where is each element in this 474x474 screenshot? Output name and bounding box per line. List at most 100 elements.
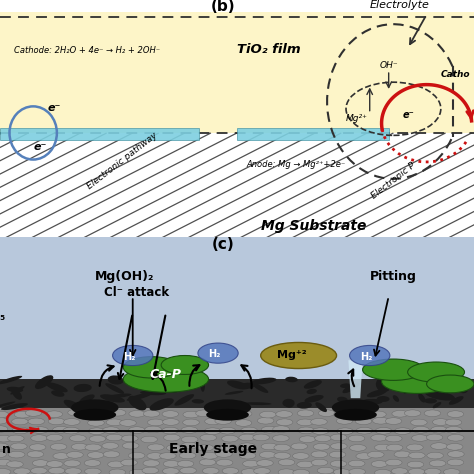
Bar xyxy=(0,379,474,408)
Ellipse shape xyxy=(201,445,218,451)
Ellipse shape xyxy=(390,411,406,418)
Ellipse shape xyxy=(26,435,43,441)
Text: Cl⁻ attack: Cl⁻ attack xyxy=(104,286,169,299)
Ellipse shape xyxy=(424,398,437,403)
Ellipse shape xyxy=(129,451,146,457)
Ellipse shape xyxy=(26,419,43,426)
Bar xyxy=(0,128,199,140)
Ellipse shape xyxy=(51,460,68,467)
Ellipse shape xyxy=(310,460,326,467)
Ellipse shape xyxy=(146,468,163,474)
Ellipse shape xyxy=(382,370,453,393)
Text: Mg²⁺: Mg²⁺ xyxy=(346,114,368,123)
Ellipse shape xyxy=(304,395,324,402)
Ellipse shape xyxy=(334,411,351,418)
Ellipse shape xyxy=(304,380,322,389)
Ellipse shape xyxy=(141,428,158,434)
Text: Mg(OH)₂: Mg(OH)₂ xyxy=(95,270,154,283)
Ellipse shape xyxy=(238,444,255,451)
Ellipse shape xyxy=(100,394,125,402)
Ellipse shape xyxy=(183,435,200,442)
Ellipse shape xyxy=(240,383,255,389)
Ellipse shape xyxy=(423,459,440,465)
Ellipse shape xyxy=(222,460,238,467)
Ellipse shape xyxy=(200,377,205,392)
Ellipse shape xyxy=(0,426,13,433)
Ellipse shape xyxy=(299,467,315,474)
Text: Electrolyte: Electrolyte xyxy=(370,0,429,10)
Ellipse shape xyxy=(158,426,174,432)
Text: e⁻: e⁻ xyxy=(47,103,61,113)
Ellipse shape xyxy=(337,397,348,402)
Ellipse shape xyxy=(68,419,84,426)
Ellipse shape xyxy=(272,460,289,466)
Ellipse shape xyxy=(425,391,455,401)
Ellipse shape xyxy=(374,434,390,441)
Ellipse shape xyxy=(47,410,64,416)
Ellipse shape xyxy=(44,468,61,474)
Ellipse shape xyxy=(428,452,444,458)
Ellipse shape xyxy=(79,394,95,403)
Ellipse shape xyxy=(351,453,367,459)
Ellipse shape xyxy=(140,391,166,395)
Ellipse shape xyxy=(220,468,237,474)
Ellipse shape xyxy=(350,346,390,365)
Ellipse shape xyxy=(424,428,441,434)
Ellipse shape xyxy=(146,381,162,393)
Text: e⁻: e⁻ xyxy=(33,142,46,152)
Ellipse shape xyxy=(71,399,118,416)
Ellipse shape xyxy=(285,377,298,382)
Ellipse shape xyxy=(216,426,233,432)
Ellipse shape xyxy=(292,444,309,451)
Bar xyxy=(213,17,403,133)
Ellipse shape xyxy=(391,452,408,459)
Ellipse shape xyxy=(65,434,82,441)
Ellipse shape xyxy=(143,435,160,441)
Ellipse shape xyxy=(51,390,64,397)
Ellipse shape xyxy=(46,419,62,425)
Ellipse shape xyxy=(0,376,22,384)
Ellipse shape xyxy=(144,410,160,417)
Ellipse shape xyxy=(84,459,100,466)
Ellipse shape xyxy=(298,434,314,441)
Ellipse shape xyxy=(447,409,464,416)
Ellipse shape xyxy=(0,461,11,467)
Ellipse shape xyxy=(392,468,409,474)
Ellipse shape xyxy=(418,393,426,402)
Ellipse shape xyxy=(0,419,5,426)
Ellipse shape xyxy=(316,444,332,451)
Ellipse shape xyxy=(255,419,272,426)
Ellipse shape xyxy=(218,418,234,425)
Ellipse shape xyxy=(336,460,353,466)
Ellipse shape xyxy=(149,398,174,410)
Ellipse shape xyxy=(166,468,183,474)
Ellipse shape xyxy=(108,375,124,384)
Ellipse shape xyxy=(184,442,201,449)
Text: H₂: H₂ xyxy=(123,352,136,362)
Ellipse shape xyxy=(105,383,124,394)
Ellipse shape xyxy=(13,444,29,451)
Text: Early stage: Early stage xyxy=(169,442,257,456)
Text: H₂: H₂ xyxy=(209,349,221,359)
Ellipse shape xyxy=(7,387,23,392)
Ellipse shape xyxy=(102,442,119,449)
Ellipse shape xyxy=(163,386,186,393)
Ellipse shape xyxy=(448,444,465,451)
Ellipse shape xyxy=(259,443,275,450)
Bar xyxy=(0,133,474,242)
Ellipse shape xyxy=(297,402,312,409)
Ellipse shape xyxy=(332,435,348,441)
Ellipse shape xyxy=(237,459,253,465)
Ellipse shape xyxy=(285,400,295,408)
Ellipse shape xyxy=(376,379,390,385)
Ellipse shape xyxy=(184,459,201,466)
Ellipse shape xyxy=(262,460,278,466)
Ellipse shape xyxy=(87,410,104,416)
Ellipse shape xyxy=(71,460,88,466)
Ellipse shape xyxy=(319,451,335,458)
Ellipse shape xyxy=(103,467,119,474)
Ellipse shape xyxy=(354,467,370,474)
Ellipse shape xyxy=(370,453,387,459)
Text: Mg⁺²: Mg⁺² xyxy=(277,350,307,360)
Ellipse shape xyxy=(243,402,272,405)
